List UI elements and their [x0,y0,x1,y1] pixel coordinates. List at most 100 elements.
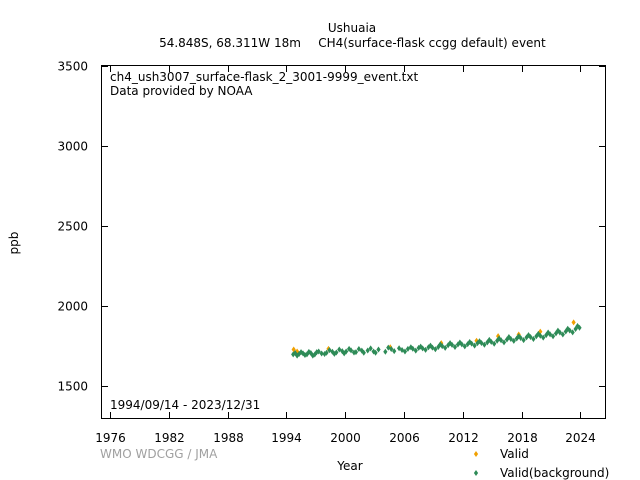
background-point [402,348,408,355]
background-point [518,335,523,341]
background-point [438,341,443,348]
background-point [492,340,497,347]
background-point [330,348,335,355]
background-point [472,342,477,349]
background-point [531,335,536,342]
y-tick-label: 1500 [57,380,88,394]
background-point [296,351,302,357]
y-tick-label: 2500 [57,220,88,234]
background-point [312,351,317,358]
background-point [443,344,448,351]
background-point [498,337,504,344]
background-point [405,345,411,352]
background-point [446,342,451,349]
background-point [489,338,494,345]
background-point [455,341,461,348]
background-point [440,343,445,350]
x-tick-label: 2018 [507,431,538,445]
legend: Valid Valid(background) [473,447,609,480]
background-point [316,348,321,355]
background-point [573,326,578,333]
y-axis-title: ppb [7,232,21,255]
valid-point [388,344,393,351]
valid-point [538,328,543,335]
background-point [389,346,394,353]
y-axis: 1500 2000 2500 3000 3500 [57,60,605,394]
background-point [477,338,482,345]
background-point [447,340,453,347]
x-tick-label: 1988 [213,431,244,445]
x-axis: 1976 1982 1988 1994 2000 2006 2012 2018 2024 [95,66,596,445]
background-point [306,348,311,355]
y-tick-label: 2000 [57,300,88,314]
background-point [465,341,470,348]
background-point [577,324,582,331]
x-axis-title: Year [336,459,362,473]
background-point [430,344,435,351]
background-point [452,343,458,350]
background-point [516,333,521,340]
background-point [361,349,366,356]
background-point [560,331,565,338]
background-point [376,346,381,353]
x-tick-label: 2012 [448,431,479,445]
x-tick-label: 1976 [95,431,126,445]
background-point [408,344,413,351]
background-point [511,337,516,344]
background-point [413,347,418,354]
background-point [541,334,546,341]
background-point [327,347,332,354]
background-point [495,337,500,344]
background-point [353,349,359,356]
background-point [418,343,423,350]
background-point [504,336,510,343]
background-point [449,341,455,348]
background-point [410,345,415,352]
background-point [324,349,329,356]
background-point [365,347,370,354]
provider-label: Data provided by NOAA [110,84,253,98]
y-tick-label: 3500 [57,60,88,74]
background-point [550,333,556,340]
legend-background-label: Valid(background) [500,466,609,480]
background-point [373,349,378,356]
chart-title: Ushuaia [328,21,376,35]
background-point [291,351,296,358]
background-point [368,345,373,352]
date-range-label: 1994/09/14 - 2023/12/31 [110,398,260,412]
background-point [383,348,388,355]
background-point [392,348,397,355]
legend-valid-marker [473,451,479,457]
data-points [291,319,582,359]
legend-valid-label: Valid [500,447,529,461]
background-point [334,349,339,356]
background-point [457,339,462,346]
x-tick-label: 2000 [330,431,361,445]
background-point [356,346,361,353]
credit-label: WMO WDCGG / JMA [100,447,218,461]
background-point [416,344,421,351]
legend-background-marker [473,470,479,476]
plot-frame [101,65,606,419]
background-point [479,339,484,346]
background-point [433,346,438,353]
background-point [482,341,487,348]
background-point [557,329,562,336]
file-name-label: ch4_ush3007_surface-flask_2_3001-9999_ev… [110,70,418,84]
x-tick-label: 2024 [565,431,596,445]
background-point [314,349,319,356]
background-point [521,337,526,344]
background-point [348,347,354,354]
background-point [469,340,474,347]
background-point [322,351,327,357]
y-tick-label: 3000 [57,140,88,154]
background-point [426,344,431,351]
background-point [459,341,464,348]
background-point [487,336,492,343]
background-point [508,335,513,342]
chart-subtitle-product: CH4(surface-flask ccgg default) event [318,36,546,50]
x-tick-label: 2006 [389,431,420,445]
chart-subtitle-location: 54.848S, 68.311W 18m [159,36,301,50]
background-point [344,348,349,355]
valid-point [571,319,576,326]
